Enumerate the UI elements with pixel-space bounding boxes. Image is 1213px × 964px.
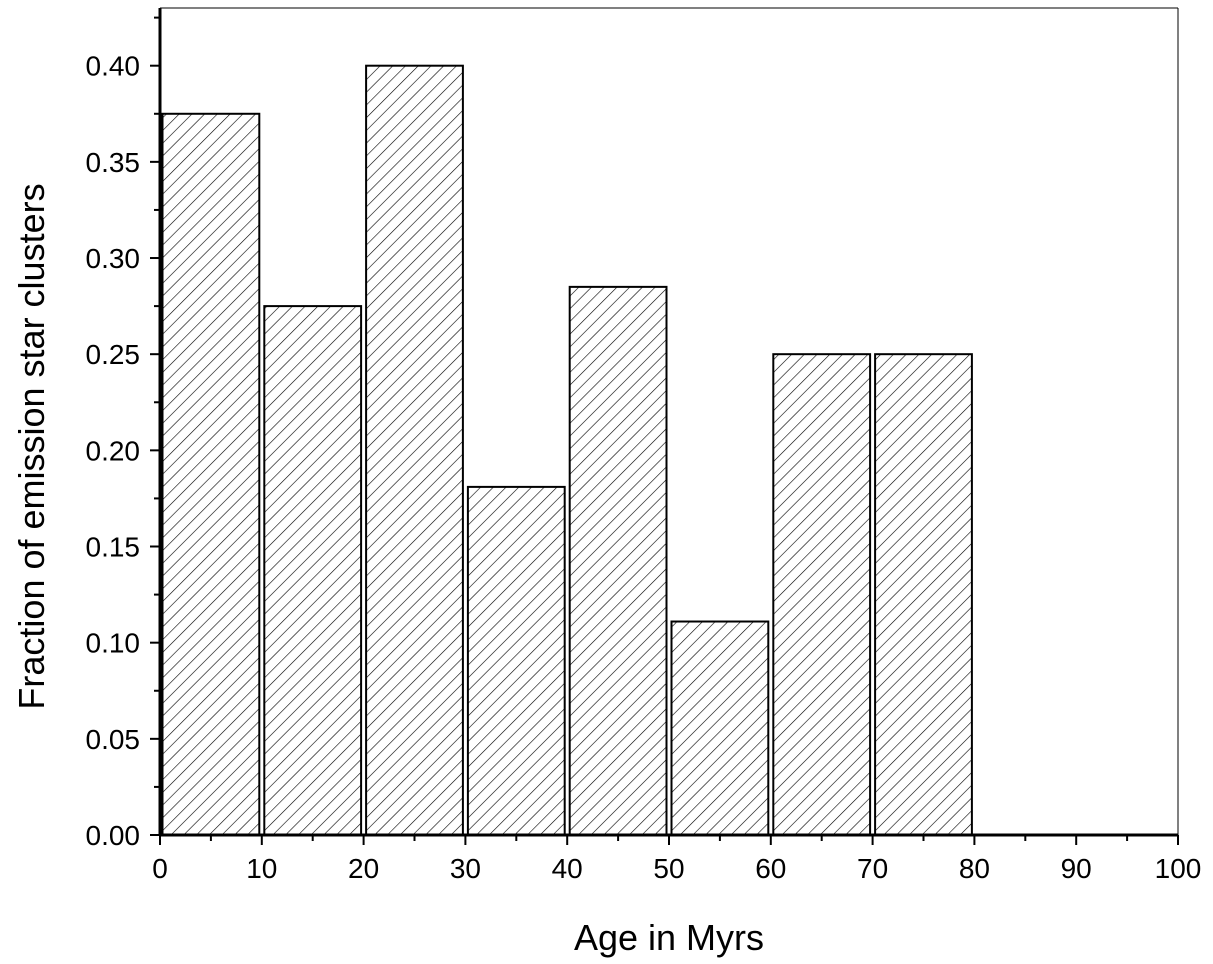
x-tick-label: 60 <box>755 853 786 884</box>
bar-70-80 <box>874 353 973 836</box>
x-tick-label: 10 <box>246 853 277 884</box>
bar-30-40 <box>466 485 566 836</box>
x-tick-label: 50 <box>653 853 684 884</box>
x-tick-label: 80 <box>959 853 990 884</box>
y-tick-label: 0.15 <box>86 532 141 563</box>
y-tick-label: 0.25 <box>86 339 141 370</box>
bar-10-20 <box>263 305 363 836</box>
bar-40-50 <box>568 285 668 837</box>
y-tick-label: 0.40 <box>86 51 141 82</box>
x-axis: 0 10 20 30 40 50 60 70 80 90 100 <box>152 833 1202 884</box>
bar-60-70 <box>772 353 872 836</box>
x-tick-label: 20 <box>348 853 379 884</box>
bar-20-30 <box>365 64 464 836</box>
bar-50-60 <box>670 620 770 837</box>
y-axis-title: Fraction of emission star clusters <box>11 183 52 709</box>
x-tick-label: 0 <box>152 853 168 884</box>
x-axis-title: Age in Myrs <box>574 917 764 958</box>
y-tick-label: 0.35 <box>86 147 141 178</box>
y-tick-label: 0.00 <box>86 820 141 851</box>
y-tick-label: 0.05 <box>86 724 141 755</box>
x-tick-label: 70 <box>857 853 888 884</box>
y-axis: 0.00 0.05 0.10 0.15 0.20 0.25 0.30 0.35 0.40 <box>86 8 162 851</box>
bars-group <box>161 64 973 837</box>
x-tick-label: 30 <box>450 853 481 884</box>
x-tick-label: 40 <box>552 853 583 884</box>
y-tick-label: 0.30 <box>86 243 141 274</box>
plot-frame <box>160 7 1179 835</box>
x-tick-label: 90 <box>1061 853 1092 884</box>
y-tick-label: 0.10 <box>86 628 141 659</box>
bar-0-10 <box>161 112 261 837</box>
y-tick-label: 0.20 <box>86 435 141 466</box>
x-tick-label: 100 <box>1155 853 1202 884</box>
